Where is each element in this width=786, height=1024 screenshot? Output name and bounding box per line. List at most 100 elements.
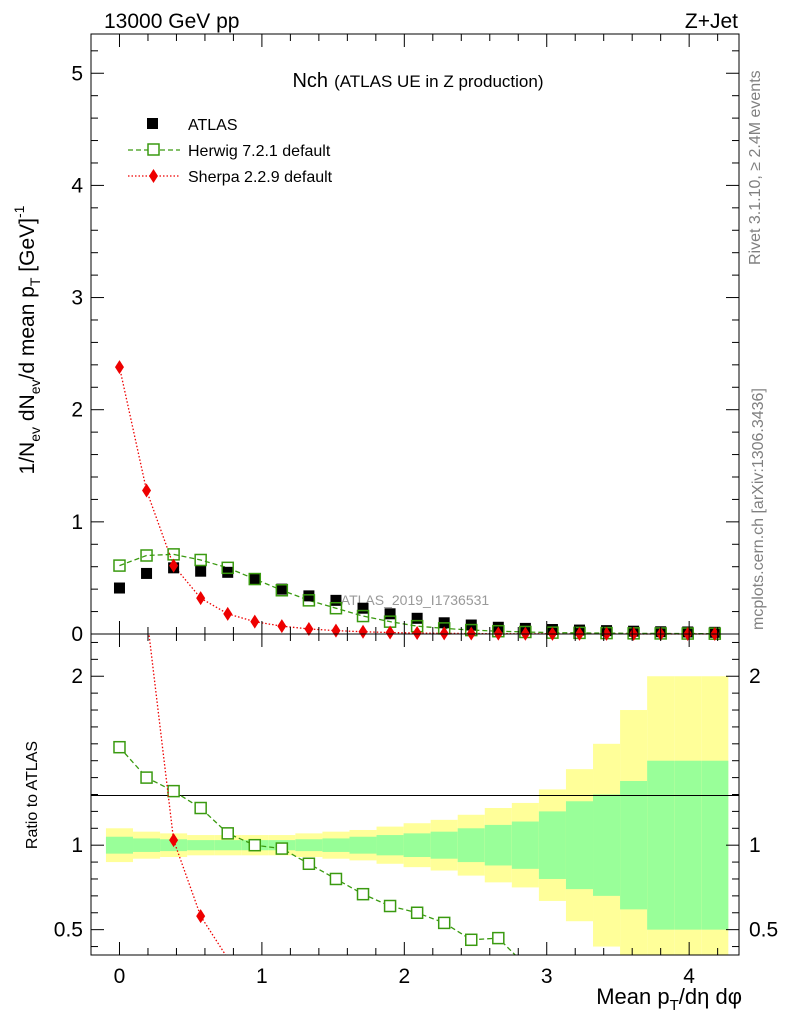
ratio-green-band (376, 835, 404, 856)
ratio-herwig-point (221, 827, 234, 840)
herwig-point (275, 584, 289, 597)
ratio-green-band (565, 801, 594, 890)
x-axis-label: Mean pT/dη dφ (596, 984, 742, 1014)
legend-sherpa-marker (149, 169, 158, 183)
ratio-sherpa-point (196, 909, 206, 924)
ratio-green-band (349, 836, 377, 854)
ratio-green-band (430, 831, 458, 859)
atlas-point (357, 602, 369, 614)
ratio-y-tick-label-right: 1 (749, 834, 761, 857)
ratio-herwig-point (329, 872, 343, 886)
ratio-green-band (620, 780, 648, 910)
ratio-green-band (322, 838, 350, 852)
herwig-point (194, 553, 207, 567)
ratio-herwig-point (302, 857, 316, 871)
main-y-tick-label: 5 (71, 62, 83, 85)
main-y-label: 1/Nev dNev/d mean pT [GeV]-1 (11, 205, 43, 474)
main-panel: Nch (ATLAS UE in Z production) ATLAS_2019… (11, 33, 740, 646)
ratio-herwig-point (167, 784, 180, 798)
legend: ATLAS Herwig 7.2.1 default Sherpa 2.2.9 … (128, 117, 333, 186)
x-tick-label: 2 (398, 965, 410, 988)
ratio-green-band (457, 828, 485, 863)
title-main: Nch (292, 70, 328, 92)
sherpa-point (169, 558, 179, 573)
sherpa-point (277, 619, 287, 634)
atlas-point (141, 567, 153, 579)
ratio-green-band (105, 836, 134, 854)
sherpa-point (331, 623, 341, 638)
herwig-point (140, 549, 153, 562)
main-title: Nch (ATLAS UE in Z production) (292, 70, 543, 92)
mcplots-label: mcplots.cern.ch [arXiv:1306.3436] (750, 388, 767, 630)
main-y-tick-label: 3 (71, 287, 83, 310)
x-tick-label: 1 (256, 965, 268, 988)
ratio-herwig-point (113, 740, 126, 754)
sherpa-point (142, 483, 152, 498)
ratio-axis-ticks: 0.5 0.5 1 1 2 2 0 1 2 3 4 (54, 634, 778, 988)
atlas-point (411, 612, 423, 624)
legend-sherpa-label: Sherpa 2.2.9 default (188, 169, 333, 186)
atlas-point (276, 583, 288, 595)
ratio-sherpa-point (169, 833, 179, 848)
herwig-point (356, 609, 370, 623)
ratio-y-tick-label: 1 (71, 834, 83, 857)
herwig-point (248, 572, 262, 586)
analysis-watermark: ATLAS_2019_I1736531 (341, 592, 490, 608)
ratio-herwig-point (492, 931, 505, 945)
atlas-point (222, 566, 234, 578)
ratio-green-band (214, 840, 242, 851)
legend-herwig-label: Herwig 7.2.1 default (188, 143, 331, 160)
ratio-y-tick-label: 0.5 (54, 919, 83, 942)
atlas-point (303, 590, 315, 602)
sherpa-point (358, 624, 368, 639)
ratio-y-label: Ratio to ATLAS (24, 741, 41, 849)
ratio-green-band (187, 840, 215, 851)
legend-atlas-label: ATLAS (188, 117, 238, 134)
ratio-green-band (674, 760, 702, 930)
main-y-tick-label: 4 (71, 174, 83, 197)
herwig-point (221, 561, 234, 575)
herwig-point (329, 601, 343, 615)
atlas-point (113, 582, 125, 594)
ratio-green-band (511, 821, 539, 869)
ratio-green-band (538, 811, 566, 879)
header-left: 13000 GeV pp (104, 10, 239, 33)
sherpa-point (196, 591, 206, 606)
ratio-herwig-line (118, 746, 517, 955)
ratio-panel: 0.5 0.5 1 1 2 2 0 1 2 3 4 Ratio to ATLAS Mean pT/d… (24, 633, 778, 1014)
ratio-green-band (295, 839, 323, 852)
legend-herwig-marker (147, 143, 160, 156)
x-tick-label: 4 (683, 965, 695, 988)
x-tick-label: 0 (114, 965, 126, 988)
ratio-frame (90, 633, 740, 956)
sherpa-point (439, 626, 449, 641)
sherpa-point (250, 614, 260, 629)
header-right: Z+Jet (685, 10, 738, 33)
herwig-point (113, 559, 126, 572)
ratio-herwig-point (194, 801, 207, 815)
main-y-tick-label: 1 (71, 511, 83, 534)
sherpa-point (304, 621, 314, 636)
ratio-green-band (403, 833, 431, 858)
atlas-point (384, 608, 396, 620)
herwig-point (302, 594, 316, 607)
atlas-point (195, 565, 207, 577)
sherpa-point (114, 360, 124, 375)
ratio-y-tick-label: 2 (71, 665, 83, 688)
ratio-herwig-point (410, 906, 424, 920)
ratio-herwig-point (356, 887, 370, 901)
sherpa-point (412, 625, 422, 640)
ratio-herwig-point (140, 771, 153, 784)
ratio-marks (113, 634, 517, 955)
main-y-tick-label: 2 (71, 399, 83, 422)
ratio-green-band (133, 838, 161, 852)
atlas-point (249, 573, 261, 585)
ratio-y-tick-label-right: 0.5 (749, 919, 778, 942)
ratio-green-band (647, 760, 675, 930)
atlas-point (330, 594, 342, 606)
title-sub: (ATLAS UE in Z production) (334, 72, 543, 91)
legend-atlas-marker (147, 118, 158, 129)
rivet-label: Rivet 3.1.10, ≥ 2.4M events (747, 70, 764, 265)
sherpa-point (385, 625, 395, 640)
